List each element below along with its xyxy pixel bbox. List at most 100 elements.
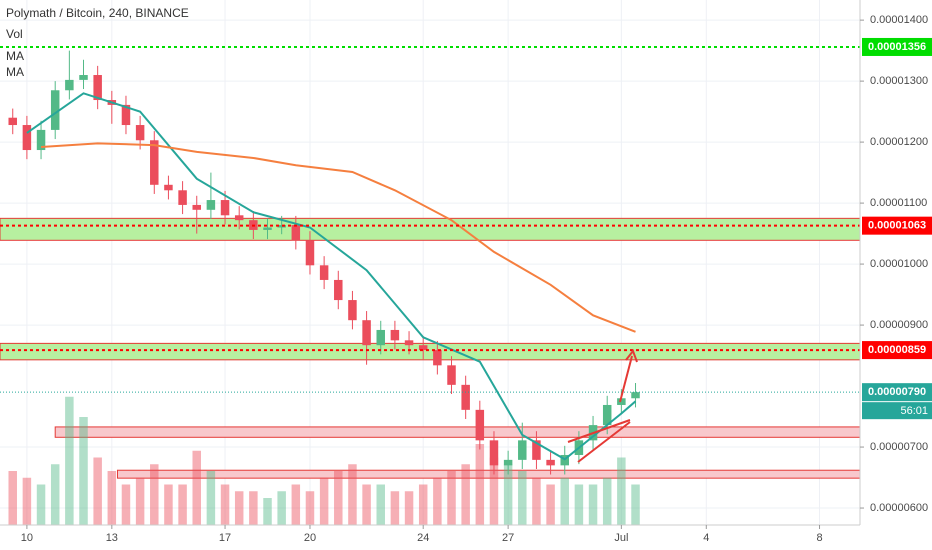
candle-body: [617, 398, 626, 405]
volume-bar: [334, 471, 343, 525]
trend-line: [577, 421, 631, 463]
candle-body: [79, 75, 88, 80]
legend-entry: Vol: [6, 27, 23, 41]
y-tick-label: 0.00001100: [870, 197, 927, 209]
y-tick-label: 0.00001200: [870, 136, 928, 148]
volume-bar: [249, 491, 258, 525]
volume-bar: [560, 477, 569, 525]
candle-body: [22, 125, 32, 151]
candle-body: [305, 240, 315, 266]
volume-bar: [65, 396, 74, 525]
volume-bar: [546, 484, 555, 525]
ma-line: [40, 142, 636, 333]
volume-bar: [36, 484, 46, 525]
volume-bar: [121, 484, 131, 525]
volume-bar: [178, 484, 187, 525]
level-label-box: [862, 341, 932, 360]
y-tick-label: 0.00001300: [870, 75, 928, 87]
candle-body: [418, 345, 428, 351]
candle-body: [362, 320, 371, 346]
x-tick-label: 24: [417, 532, 429, 544]
x-tick-label: 20: [304, 532, 316, 544]
candle-body: [631, 392, 640, 399]
volume-bar: [93, 457, 102, 525]
zone: [0, 342, 861, 361]
y-tick-label: 0.00000700: [870, 441, 928, 453]
volume-bar: [362, 484, 371, 525]
candle-body: [461, 384, 470, 410]
volume-bar: [574, 484, 584, 525]
volume-bar: [518, 471, 527, 525]
candle-body: [93, 75, 102, 101]
candle-body: [433, 350, 442, 366]
candle-body: [390, 329, 400, 341]
chart-title: Polymath / Bitcoin, 240, BINANCE: [6, 6, 189, 20]
candle-body: [475, 409, 485, 441]
candle-body: [65, 79, 74, 91]
x-tick-label: 4: [703, 532, 709, 544]
volume-bar: [617, 457, 626, 525]
volume-bar: [418, 484, 428, 525]
volume-bar: [631, 484, 640, 525]
volume-bar: [433, 477, 442, 525]
candle-body: [503, 459, 513, 466]
volume-bar: [404, 491, 414, 525]
candle-body: [121, 104, 131, 126]
level-label: 0.00000790: [868, 386, 926, 398]
volume-bar: [277, 491, 286, 525]
trend-line: [567, 419, 631, 443]
candle-body: [220, 200, 230, 216]
volume-bar: [50, 464, 60, 525]
candle-body: [150, 140, 159, 185]
volume-bar: [263, 498, 272, 525]
volume-bar: [447, 471, 456, 525]
volume-bar: [192, 450, 201, 525]
volume-bar: [532, 477, 541, 525]
level-label-box: [862, 216, 932, 235]
y-tick-label: 0.00000600: [870, 502, 928, 514]
volume-bar: [588, 484, 598, 525]
candle-body: [546, 459, 555, 466]
volume-pane: [8, 396, 640, 525]
candle-body: [178, 190, 187, 205]
candle-body: [518, 440, 527, 460]
volume-bar: [489, 457, 499, 525]
x-tick-label: Jul: [614, 532, 628, 544]
level-label-box: [862, 37, 932, 56]
y-tick-label: 0.00001400: [870, 14, 928, 26]
candle-body: [206, 200, 216, 210]
ma-line: [26, 92, 637, 461]
volume-bar: [503, 464, 513, 525]
level-label: 0.00000859: [868, 344, 926, 356]
volume-bar: [390, 491, 400, 525]
candle-body: [8, 117, 17, 126]
x-tick-label: 17: [219, 532, 231, 544]
volume-bar: [135, 477, 145, 525]
zone: [54, 426, 861, 438]
legend-entry: MA: [6, 49, 24, 63]
x-tick-label: 27: [502, 532, 514, 544]
zone: [0, 217, 861, 241]
candle-body: [135, 125, 145, 141]
level-label: 0.00001063: [868, 220, 926, 232]
candle-body: [532, 440, 541, 460]
candle-body: [50, 90, 60, 130]
y-tick-label: 0.00000900: [870, 319, 928, 331]
candle-body: [291, 225, 301, 241]
candle-body: [164, 184, 173, 191]
level-label-box: [862, 383, 932, 402]
candle-body: [334, 279, 343, 301]
volume-bar: [22, 477, 32, 525]
x-tick-label: 13: [106, 532, 118, 544]
candle-body: [319, 265, 329, 280]
candle-body: [376, 329, 385, 346]
zone: [116, 469, 861, 479]
volume-bar: [602, 477, 612, 525]
x-tick-label: 8: [816, 532, 822, 544]
candle-body: [277, 225, 286, 228]
candle-body: [192, 204, 201, 210]
volume-bar: [164, 484, 173, 525]
legend-entry: MA: [6, 65, 24, 79]
